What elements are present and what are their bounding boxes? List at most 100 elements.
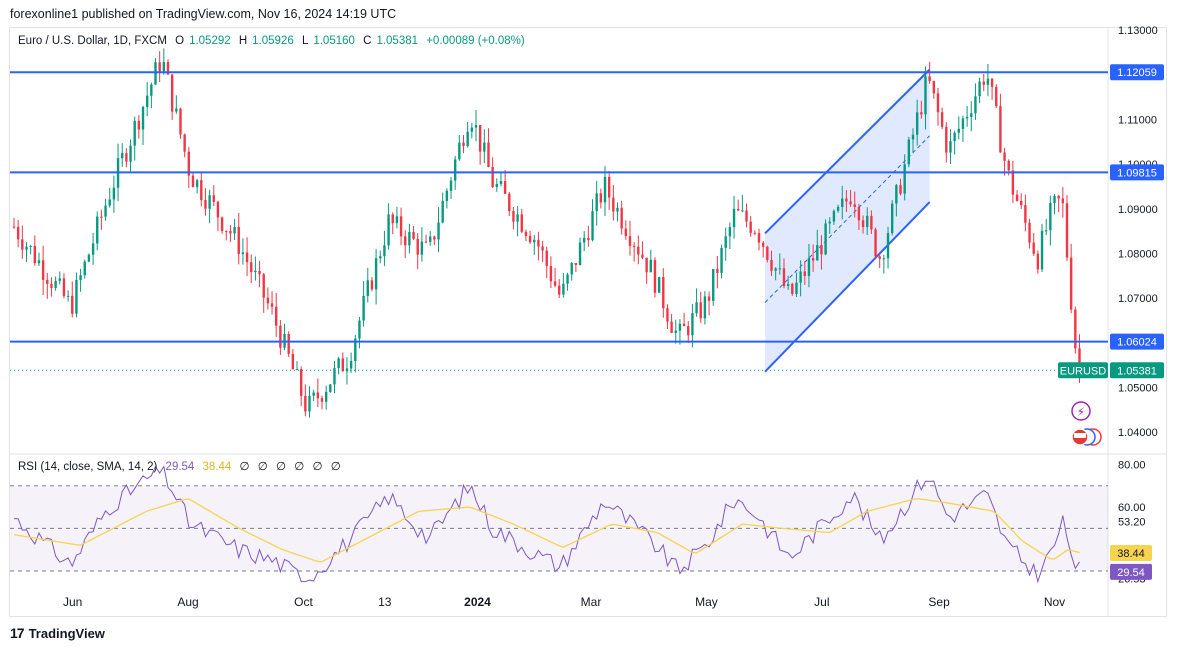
candle-up [108,199,111,206]
rsi-sma-tag-label: 38.44 [1117,548,1145,560]
level-price-tag [1110,164,1164,181]
candle-down [736,208,740,211]
candle-up [965,116,969,119]
candle-up [79,275,82,280]
candle-down [1011,170,1015,195]
candle-up [453,159,457,181]
candle-up [907,139,911,165]
candle-up [566,274,569,284]
candle-down [187,151,191,176]
candle-up [358,320,361,339]
candle-up [25,246,28,250]
candle-down [520,214,523,232]
candle-down [266,297,270,304]
candle-up [195,180,199,188]
candle-up [83,261,86,276]
candle-down [574,262,578,266]
candle-up [445,190,449,201]
time-axis-label: Jun [63,595,82,609]
open-value: 1.05292 [189,35,231,47]
candle-down [279,325,282,348]
price-tick-label: 1.05000 [1118,382,1158,394]
candle-down [316,392,320,399]
candle-up [570,262,573,275]
candle-up [175,108,178,112]
candle-down [753,232,757,234]
candle-down [71,295,74,314]
candle-down [204,200,207,209]
candle-down [545,250,548,266]
symbol-tag-label: EURUSD [1060,365,1107,377]
candle-up [712,269,715,301]
candle-down [653,260,657,293]
candle-down [1024,205,1027,223]
candle-down [782,268,786,287]
candle-up [354,338,357,362]
candle-up [75,279,78,314]
price-tick-label: 1.07000 [1118,293,1158,305]
candle-down [291,353,295,370]
candle-up [1049,203,1052,231]
empty-mark: ∅ [294,461,305,473]
low-value: 1.05160 [313,35,355,47]
candle-down [541,246,544,251]
candle-up [828,221,831,224]
symbol-title[interactable]: Euro / U.S. Dollar, 1D, FXCM [18,35,167,47]
candle-down [999,106,1002,153]
candle-down [920,112,923,115]
candle-down [1065,203,1069,258]
candle-up [1053,195,1056,204]
candle-up [121,153,124,159]
candle-down [687,326,690,336]
time-axis-label: May [695,595,718,609]
time-axis-label: Oct [294,595,313,609]
candle-down [849,201,852,205]
candle-down [46,279,49,284]
candle-up [495,184,498,188]
candle-up [882,258,886,260]
candle-up [150,84,153,96]
rsi-title[interactable]: RSI (14, close, SMA, 14, 2) [18,461,158,473]
candle-down [990,78,994,87]
candle-up [241,252,245,255]
candle-down [558,285,561,295]
rsi-legend: RSI (14, close, SMA, 14, 2) 29.54 38.44 … [18,459,346,473]
candle-up [795,282,798,294]
candle-up [924,76,927,115]
candle-down [995,86,998,107]
lightning-event-icon [1071,401,1091,421]
candle-down [183,134,186,152]
candle-up [349,361,353,369]
candle-down [404,236,407,246]
high-value: 1.05926 [252,35,294,47]
candle-up [329,384,332,392]
candle-down [125,153,128,162]
candle-down [599,193,603,203]
candle-down [1036,253,1040,270]
candle-down [870,215,873,230]
candle-down [41,260,45,280]
candle-down [861,220,865,227]
candle-down [1007,160,1010,171]
candle-down [757,233,761,243]
candle-up [895,185,898,204]
candle-up [483,142,486,152]
candle-down [745,210,748,222]
candle-up [533,239,536,243]
candle-up [337,358,340,369]
candle-up [466,131,469,147]
empty-mark: ∅ [330,461,341,473]
close-value: 1.05381 [376,35,419,47]
candle-down [370,280,374,290]
rsi-tick-label: 60.00 [1118,502,1146,514]
candle-down [537,239,540,247]
time-axis-label: 13 [378,595,392,609]
candle-up [595,193,598,212]
candle-up [724,236,727,248]
candle-up [799,271,802,283]
candle-up [324,391,328,402]
candle-down [12,226,16,228]
candle-up [420,241,424,255]
rsi-sma-line [13,497,1080,563]
